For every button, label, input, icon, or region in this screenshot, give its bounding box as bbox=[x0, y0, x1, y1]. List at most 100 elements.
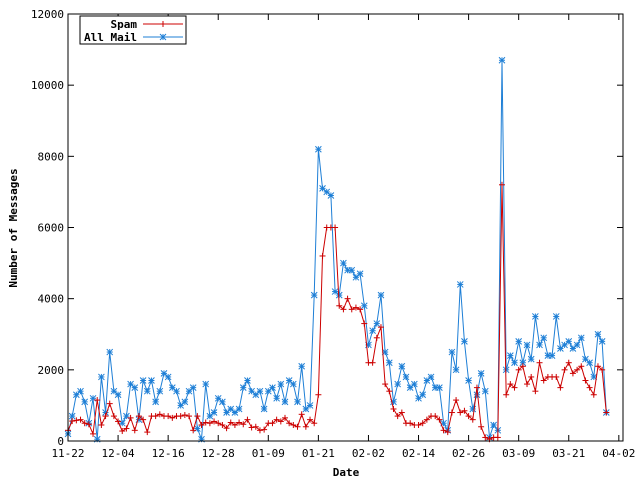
data-point bbox=[540, 377, 547, 384]
data-point bbox=[336, 302, 343, 309]
data-point bbox=[277, 380, 285, 388]
data-point bbox=[461, 407, 468, 414]
data-point bbox=[507, 381, 514, 388]
data-point bbox=[344, 295, 351, 302]
y-tick-label: 2000 bbox=[38, 364, 65, 377]
data-point bbox=[110, 413, 117, 420]
data-point bbox=[506, 352, 514, 359]
x-tick-label: 02-26 bbox=[452, 447, 485, 460]
data-point bbox=[456, 281, 464, 288]
data-point bbox=[277, 418, 284, 425]
data-point bbox=[202, 380, 210, 388]
data-point bbox=[373, 334, 380, 341]
data-point bbox=[98, 373, 105, 381]
data-point bbox=[498, 181, 505, 188]
data-point bbox=[394, 413, 401, 420]
data-point bbox=[115, 418, 122, 425]
data-point bbox=[181, 412, 188, 419]
data-point bbox=[557, 384, 564, 391]
x-tick-label: 12-16 bbox=[152, 447, 185, 460]
data-point bbox=[269, 384, 276, 391]
legend-label: Spam bbox=[111, 18, 138, 31]
x-tick-label: 01-09 bbox=[252, 447, 285, 460]
data-point bbox=[198, 421, 205, 428]
data-point bbox=[131, 427, 138, 434]
data-point bbox=[410, 380, 418, 388]
data-point bbox=[540, 334, 548, 342]
data-point bbox=[143, 387, 151, 395]
data-point bbox=[578, 363, 585, 370]
data-point bbox=[244, 377, 251, 384]
data-point bbox=[123, 425, 130, 432]
data-point bbox=[461, 338, 468, 345]
x-axis-title: Date bbox=[333, 466, 360, 479]
data-point bbox=[315, 145, 322, 153]
data-point bbox=[536, 341, 543, 349]
data-point bbox=[156, 411, 163, 418]
data-point bbox=[377, 324, 384, 331]
data-point bbox=[348, 306, 355, 313]
data-point bbox=[419, 420, 426, 427]
data-point bbox=[528, 373, 535, 380]
data-point bbox=[289, 380, 297, 388]
data-point bbox=[473, 391, 481, 399]
data-point bbox=[494, 434, 501, 441]
data-point bbox=[524, 381, 531, 388]
data-point bbox=[236, 419, 243, 426]
data-point bbox=[211, 418, 218, 425]
data-point bbox=[398, 409, 405, 416]
data-point bbox=[202, 419, 209, 426]
x-tick-label: 02-02 bbox=[352, 447, 385, 460]
data-point bbox=[415, 421, 422, 428]
data-point bbox=[298, 362, 306, 370]
data-point bbox=[152, 413, 159, 420]
data-point bbox=[248, 424, 255, 431]
data-point bbox=[85, 421, 92, 428]
data-point bbox=[227, 419, 234, 426]
data-point bbox=[98, 421, 105, 428]
data-point bbox=[515, 338, 523, 345]
data-point bbox=[315, 391, 322, 398]
data-point bbox=[586, 359, 593, 367]
x-tick-label: 01-21 bbox=[302, 447, 335, 460]
data-point bbox=[169, 414, 176, 421]
x-tick-label: 12-04 bbox=[102, 447, 135, 460]
data-point bbox=[448, 409, 455, 416]
data-point bbox=[144, 429, 151, 436]
data-point bbox=[307, 416, 314, 423]
data-point bbox=[527, 355, 535, 363]
data-point bbox=[340, 306, 347, 313]
legend-box bbox=[79, 15, 187, 45]
series-line bbox=[67, 184, 607, 440]
data-point bbox=[332, 224, 339, 231]
data-point bbox=[369, 327, 376, 335]
data-point bbox=[519, 363, 526, 370]
data-point bbox=[352, 304, 359, 311]
data-point bbox=[319, 252, 326, 259]
y-tick-label: 6000 bbox=[38, 222, 65, 235]
data-point bbox=[453, 397, 460, 404]
data-point bbox=[286, 420, 293, 427]
data-point bbox=[440, 427, 447, 434]
data-point bbox=[594, 330, 602, 338]
data-point bbox=[186, 413, 193, 420]
y-axis-title: Number of Messages bbox=[7, 168, 20, 287]
data-point bbox=[503, 391, 510, 398]
data-point bbox=[273, 416, 280, 423]
data-point bbox=[361, 320, 368, 327]
x-tick-label: 04-02 bbox=[602, 447, 635, 460]
data-point bbox=[235, 405, 243, 413]
data-point bbox=[181, 398, 189, 406]
data-point bbox=[569, 370, 576, 377]
data-point bbox=[457, 409, 464, 416]
y-tick-label: 12000 bbox=[31, 8, 64, 21]
data-point bbox=[582, 377, 589, 384]
data-point bbox=[398, 362, 406, 370]
data-point bbox=[427, 373, 435, 381]
data-point bbox=[552, 313, 560, 320]
data-point bbox=[119, 428, 126, 435]
data-point bbox=[523, 341, 531, 349]
data-point bbox=[73, 417, 80, 424]
